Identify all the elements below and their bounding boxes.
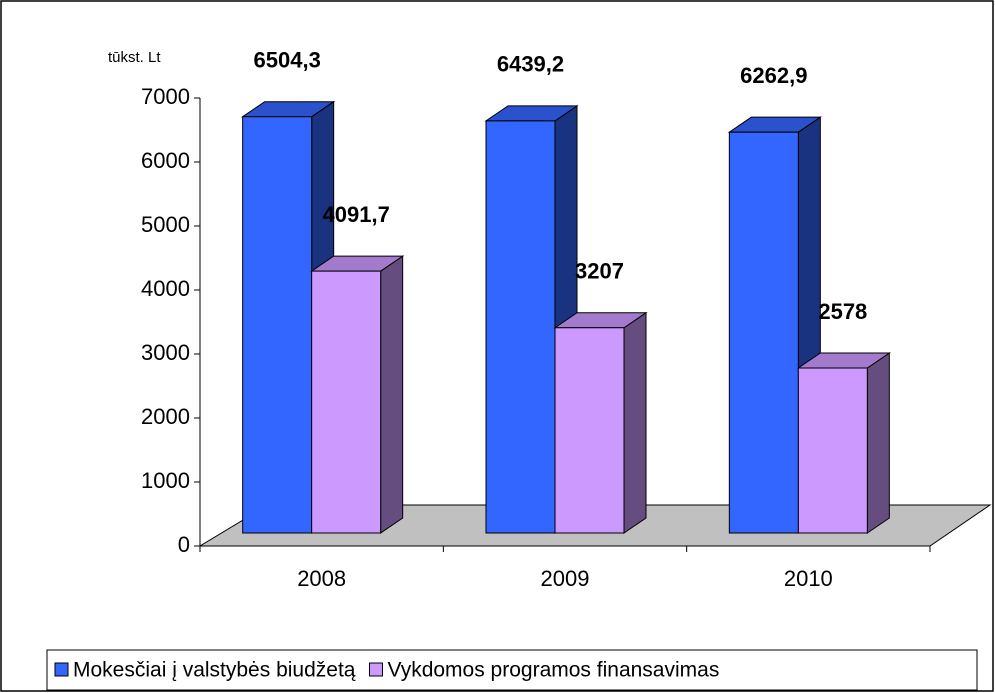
bar-side: [866, 352, 890, 534]
legend-label: Mokesčiai į valstybės biudžetą: [73, 659, 356, 682]
y-tick-label: 0: [178, 532, 190, 557]
y-tick-label: 2000: [141, 404, 190, 429]
data-label: 6504,3: [254, 48, 321, 73]
legend-swatch: [368, 662, 383, 677]
bar: [554, 327, 625, 534]
y-tick-label: 6000: [141, 148, 190, 173]
bar: [728, 131, 799, 534]
y-axis-unit: tūkst. Lt: [108, 49, 161, 66]
bar: [485, 120, 556, 534]
data-label: 6439,2: [497, 52, 564, 77]
y-tick-label: 3000: [141, 340, 190, 365]
data-label: 6262,9: [740, 63, 807, 88]
y-tick-label: 7000: [141, 84, 190, 109]
bar-side: [380, 255, 404, 534]
legend-swatch: [54, 662, 69, 677]
legend-label: Vykdomos programos finansavimas: [387, 659, 719, 682]
bar-side: [623, 311, 647, 534]
y-tick-label: 5000: [141, 212, 190, 237]
y-tick-label: 1000: [141, 468, 190, 493]
x-tick-label: 2008: [297, 566, 346, 591]
bar: [797, 367, 868, 534]
x-tick-label: 2009: [541, 566, 590, 591]
bar: [242, 116, 313, 534]
data-label: 2578: [818, 299, 867, 324]
bar: [311, 270, 382, 534]
data-label: 4091,7: [323, 202, 390, 227]
y-tick-label: 4000: [141, 276, 190, 301]
legend-box: [46, 649, 978, 691]
x-tick-label: 2010: [784, 566, 833, 591]
data-label: 3207: [575, 259, 624, 284]
